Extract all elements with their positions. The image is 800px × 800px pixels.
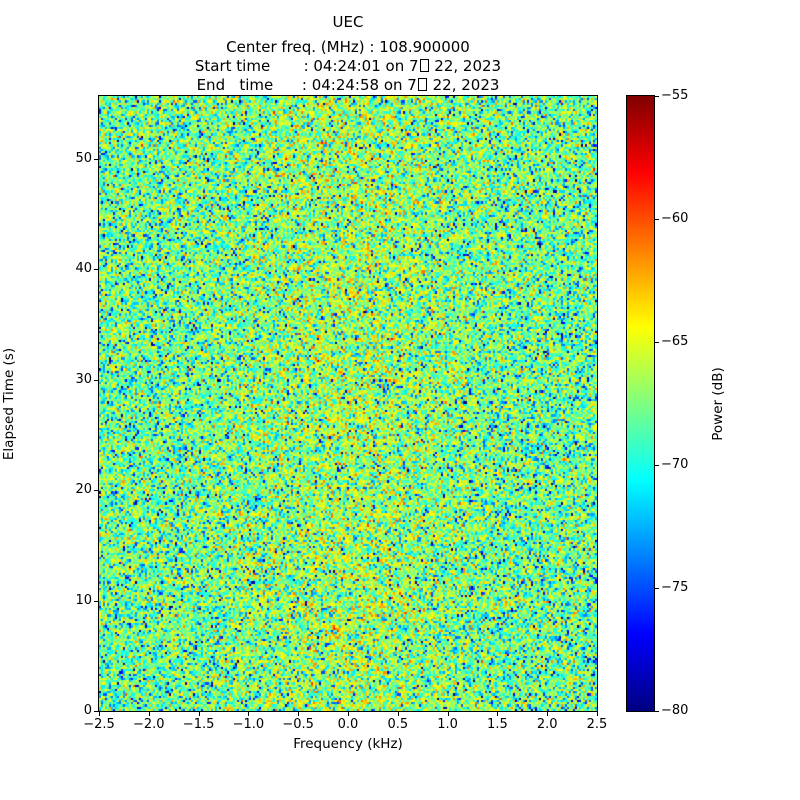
y-tick-mark [94, 158, 98, 160]
colorbar-tick-label: −70 [661, 457, 689, 472]
colorbar-tick-mark [655, 465, 659, 466]
x-tick-label: 0.0 [337, 717, 359, 732]
colorbar-tick-label: −65 [661, 334, 689, 349]
figure-title: UEC [332, 13, 364, 31]
figure-header: UEC Center freq. (MHz) : 108.900000 Star… [0, 13, 696, 95]
x-tick-mark [547, 712, 549, 716]
y-tick-mark [94, 379, 98, 381]
start-time-date: 22, 2023 [429, 57, 502, 75]
x-tick-label: −2.0 [133, 717, 165, 732]
x-tick-label: −1.0 [232, 717, 265, 732]
colorbar-tick-label: −60 [661, 211, 689, 226]
colorbar-tick-mark [655, 219, 659, 220]
center-freq-line: Center freq. (MHz) : 108.900000 [226, 38, 470, 56]
y-tick-label: 40 [75, 261, 92, 277]
colorbar-tick-label: −75 [661, 580, 689, 595]
end-time-date: 22, 2023 [427, 76, 500, 94]
x-tick-mark [298, 712, 300, 716]
colorbar-tick-mark [655, 342, 659, 343]
plot-frame [98, 95, 598, 712]
x-axis-label: Frequency (kHz) [293, 736, 403, 752]
y-tick-mark [94, 711, 98, 712]
y-tick-label: 20 [75, 482, 92, 498]
colorbar [627, 96, 654, 711]
x-tick-mark [99, 712, 100, 716]
x-tick-mark [348, 712, 349, 716]
x-tick-label: 2.5 [586, 717, 608, 732]
end-time-text: End time : 04:24:58 on 7 [196, 76, 417, 94]
missing-glyph-box-icon [419, 59, 429, 72]
y-tick-label: 30 [75, 371, 92, 387]
y-tick-label: 10 [75, 592, 92, 608]
x-tick-mark [198, 712, 200, 716]
spectrogram-canvas [99, 96, 597, 711]
x-tick-mark [148, 712, 150, 716]
x-tick-mark [597, 712, 598, 716]
colorbar-tick-label: −55 [661, 88, 689, 103]
colorbar-tick-label: −80 [661, 703, 689, 718]
start-time-line: Start time : 04:24:01 on 7 22, 2023 [0, 57, 696, 76]
start-time-text: Start time : 04:24:01 on 7 [194, 57, 419, 75]
y-tick-label: 50 [75, 150, 92, 166]
y-tick-mark [94, 269, 98, 271]
end-time-line: End time : 04:24:58 on 7 22, 2023 [0, 76, 696, 95]
x-tick-label: 1.5 [487, 717, 508, 732]
y-axis-label: Elapsed Time (s) [1, 347, 17, 461]
colorbar-tick-mark [655, 711, 659, 712]
colorbar-frame [626, 95, 655, 712]
x-tick-mark [397, 712, 399, 716]
x-tick-label: 1.0 [437, 717, 458, 732]
x-tick-label: −2.5 [83, 717, 115, 732]
x-tick-mark [497, 712, 499, 716]
x-tick-label: −1.5 [182, 717, 215, 732]
colorbar-tick-mark [655, 588, 659, 589]
x-tick-mark [248, 712, 250, 716]
y-tick-mark [94, 600, 98, 602]
x-tick-mark [447, 712, 449, 716]
colorbar-label: Power (dB) [710, 367, 726, 441]
x-tick-label: 2.0 [536, 717, 558, 732]
colorbar-tick-mark [655, 96, 659, 97]
x-tick-label: −0.5 [282, 717, 314, 732]
y-tick-mark [94, 490, 98, 492]
x-tick-label: 0.5 [387, 717, 409, 732]
missing-glyph-box-icon [417, 78, 427, 91]
y-tick-label: 0 [83, 703, 92, 718]
